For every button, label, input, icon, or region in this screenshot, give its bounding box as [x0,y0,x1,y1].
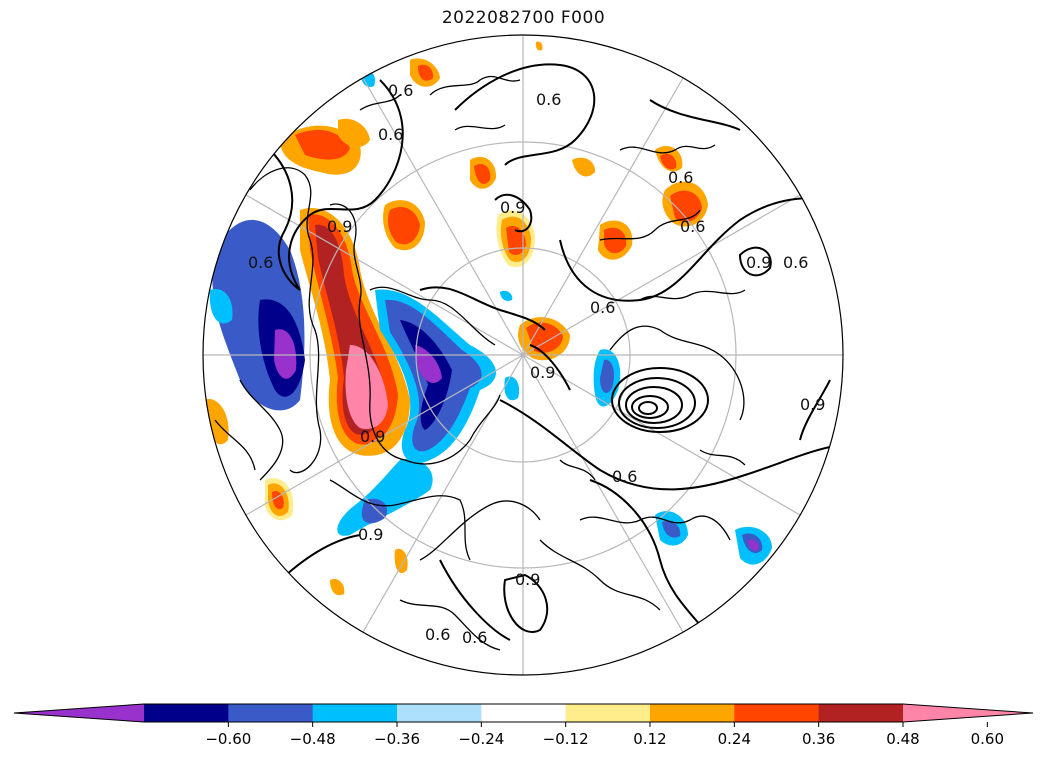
colorbar-extension-high [903,704,1033,722]
colorbar-tick-label: 0.12 [633,730,666,748]
colorbar-segments [13,703,1034,723]
coastlines [214,75,746,651]
colorbar-segment [312,704,398,722]
map-title: 2022082700 F000 [441,8,606,28]
colorbar-tick-label: −0.36 [374,730,420,748]
contour-label: 0.6 [248,253,273,272]
contour-label: 0.6 [425,625,450,644]
colorbar-tick-label: 0.24 [718,730,751,748]
contour-label: 0.9 [360,427,385,446]
contour-label: 0.6 [378,125,403,144]
contour-label: 0.6 [612,467,637,486]
contour-label: 0.9 [530,363,555,382]
colorbar-tick-label: −0.60 [205,730,251,748]
shaded-anomalies [205,41,772,596]
colorbar-tick-label: 0.48 [886,730,919,748]
contour-label: 0.6 [680,217,705,236]
colorbar-ticks: −0.60 −0.48 −0.36 −0.24 −0.12 0.12 0.24 0.36 0.4… [205,722,1004,748]
colorbar-segment [144,704,229,722]
contour-label: 0.6 [783,253,808,272]
colorbar-segment [650,704,735,722]
polar-map: 0.6 0.6 0.6 0.6 0.6 0.6 0.6 0.6 0.6 0.9 … [202,34,844,676]
contour-label: 0.9 [800,395,825,414]
contour-label: 0.6 [462,628,487,647]
contour-label: 0.9 [746,253,771,272]
colorbar-tick-label: 0.60 [971,730,1004,748]
contour-label: 0.6 [388,81,413,100]
colorbar-segment [481,704,567,722]
colorbar-tick-label: −0.12 [543,730,589,748]
contour-label: 0.6 [590,298,615,317]
graticule [203,35,843,675]
contour-label: 0.6 [536,90,561,109]
contour-lines [269,63,841,651]
contour-label: 0.6 [668,168,693,187]
contour-label: 0.9 [515,570,540,589]
contour-label: 0.9 [327,217,352,236]
colorbar-segment [565,704,651,722]
colorbar-outline [13,703,1034,723]
colorbar-segment [818,704,904,722]
colorbar-extension-low [14,704,144,722]
contour-label: 0.9 [358,525,383,544]
colorbar-segment [397,704,482,722]
colorbar: −0.60 −0.48 −0.36 −0.24 −0.12 0.12 0.24 0.36 0.4… [13,703,1034,748]
colorbar-tick-label: −0.48 [290,730,336,748]
colorbar-segment [228,704,314,722]
contour-labels: 0.6 0.6 0.6 0.6 0.6 0.6 0.6 0.6 0.6 0.9 … [248,81,825,647]
colorbar-tick-label: −0.24 [458,730,504,748]
map-boundary [202,34,844,676]
contour-label: 0.9 [500,198,525,217]
colorbar-segment [734,704,820,722]
colorbar-tick-label: 0.36 [802,730,835,748]
